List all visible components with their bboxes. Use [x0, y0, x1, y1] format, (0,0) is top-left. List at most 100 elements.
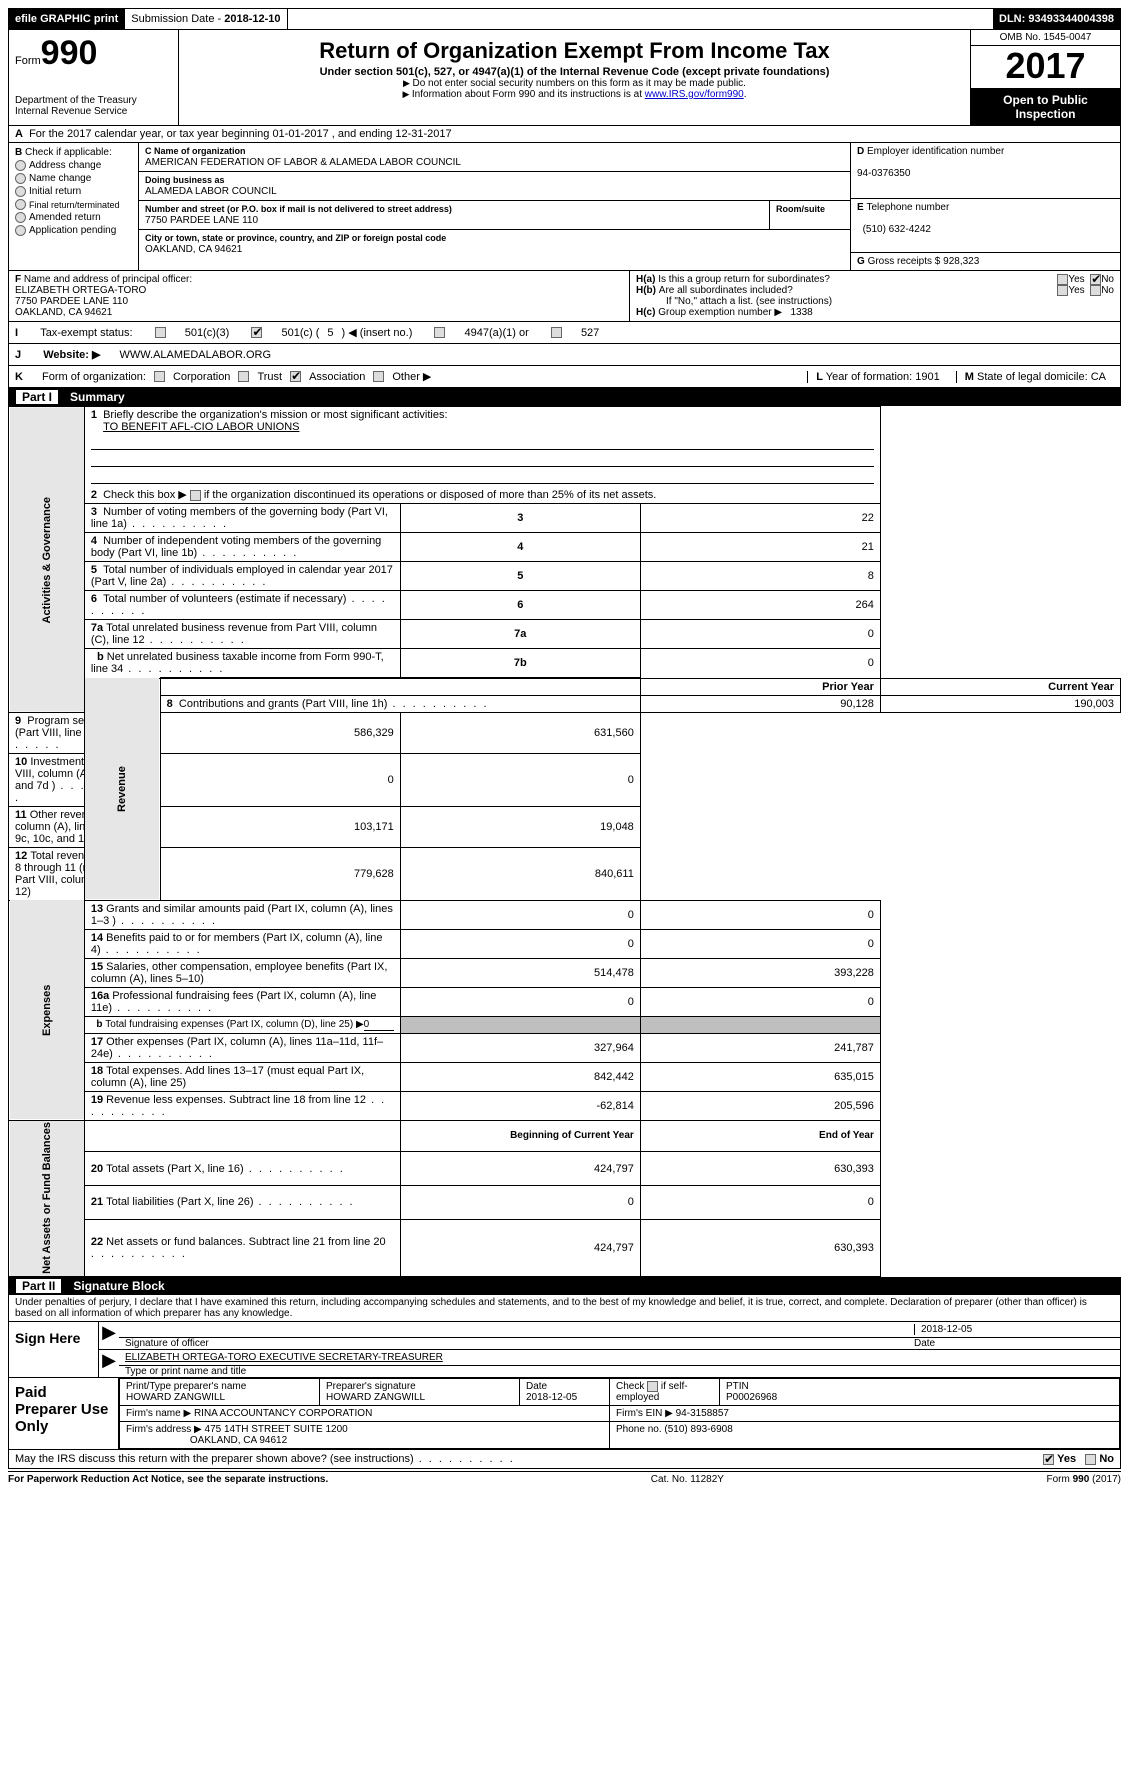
line-9-cy: 631,560 — [400, 712, 640, 753]
irs-form990-link[interactable]: www.IRS.gov/form990 — [645, 89, 744, 100]
line-22-cy: 630,393 — [640, 1219, 880, 1277]
line-4-val: 21 — [640, 533, 880, 562]
initial-return-label: Initial return — [29, 186, 81, 197]
initial-return-radio[interactable] — [15, 186, 26, 197]
ha-yes-checkbox[interactable] — [1057, 274, 1068, 285]
line-16b-val: 0 — [364, 1019, 394, 1031]
name-change-radio[interactable] — [15, 173, 26, 184]
line2-checkbox[interactable] — [190, 490, 201, 501]
yes-label-2: Yes — [1068, 285, 1084, 296]
line-18-py: 842,442 — [400, 1062, 640, 1091]
line-6-text: Total number of volunteers (estimate if … — [91, 593, 387, 617]
form-990-footer: Form 990 (2017) — [1047, 1474, 1121, 1485]
discuss-row: May the IRS discuss this return with the… — [8, 1450, 1121, 1469]
sign-date: 2018-12-05 — [914, 1324, 1114, 1335]
sub-date-value: 2018-12-10 — [224, 13, 280, 25]
exp-section-label: Expenses — [9, 900, 85, 1120]
type-print-label: Type or print name and title — [119, 1366, 1120, 1377]
discuss-question: May the IRS discuss this return with the… — [15, 1453, 1043, 1465]
501c-checkbox[interactable] — [251, 327, 262, 338]
line-2: Check this box ▶ if the organization dis… — [103, 489, 656, 501]
firm-ein-label: Firm's EIN ▶ — [616, 1408, 673, 1419]
prep-sig: HOWARD ZANGWILL — [326, 1392, 425, 1403]
form-number: 990 — [41, 34, 98, 72]
discuss-yes-label: Yes — [1057, 1453, 1076, 1465]
org-name-label: Name of organization — [154, 146, 246, 156]
self-employed-checkbox[interactable] — [647, 1381, 658, 1392]
501c-label-b: ) ◀ (insert no.) — [342, 326, 413, 339]
527-checkbox[interactable] — [551, 327, 562, 338]
prior-year-header: Prior Year — [640, 678, 880, 695]
other-checkbox[interactable] — [373, 371, 384, 382]
4947a1-checkbox[interactable] — [434, 327, 445, 338]
form-title: Return of Organization Exempt From Incom… — [189, 38, 960, 64]
form-header: Form990 Department of the Treasury Inter… — [8, 30, 1121, 126]
officer-addr1: 7750 PARDEE LANE 110 — [15, 296, 128, 307]
officer-typed-name: ELIZABETH ORTEGA-TORO EXECUTIVE SECRETAR… — [119, 1350, 1120, 1366]
part-i-header: Part I Summary — [8, 388, 1121, 406]
year-formation-label: Year of formation: — [826, 371, 912, 383]
part-ii-title: Signature Block — [73, 1279, 164, 1293]
prep-date-label: Date — [526, 1381, 547, 1392]
hb-no-checkbox[interactable] — [1090, 285, 1101, 296]
paid-preparer-label: Paid Preparer Use Only — [9, 1378, 119, 1449]
line-21-py: 0 — [400, 1185, 640, 1219]
prep-sig-label: Preparer's signature — [326, 1381, 416, 1392]
amended-return-radio[interactable] — [15, 212, 26, 223]
sig-of-officer-label: Signature of officer — [125, 1338, 914, 1349]
hc-value: 1338 — [790, 307, 812, 318]
line-8-py: 90,128 — [640, 695, 880, 712]
dln: DLN: 93493344004398 — [993, 9, 1120, 29]
irs-label: Internal Revenue Service — [15, 106, 172, 117]
check-if-applicable: Check if applicable: — [25, 147, 112, 158]
line-20-py: 424,797 — [400, 1152, 640, 1186]
hb-label: Are all subordinates included? — [659, 285, 1058, 296]
corporation-checkbox[interactable] — [154, 371, 165, 382]
dba-value: ALAMEDA LABOR COUNCIL — [145, 186, 277, 197]
ha-label: Is this a group return for subordinates? — [658, 274, 1057, 285]
phone-label: Telephone number — [866, 202, 949, 213]
line-6-num: 6 — [400, 591, 640, 620]
trust-checkbox[interactable] — [238, 371, 249, 382]
net-section-label: Net Assets or Fund Balances — [9, 1120, 85, 1277]
hb-note: If "No," attach a list. (see instruction… — [636, 296, 1114, 307]
name-change-label: Name change — [29, 173, 91, 184]
line-15-cy: 393,228 — [640, 958, 880, 987]
501c-number: 5 — [327, 327, 333, 339]
perjury-statement: Under penalties of perjury, I declare th… — [8, 1295, 1121, 1322]
line-13-py: 0 — [400, 900, 640, 929]
form-org-label: Form of organization: — [42, 371, 146, 383]
address-change-radio[interactable] — [15, 160, 26, 171]
final-return-radio[interactable] — [15, 199, 26, 210]
discuss-yes-checkbox[interactable] — [1043, 1454, 1054, 1465]
discuss-no-checkbox[interactable] — [1085, 1454, 1096, 1465]
line-14-py: 0 — [400, 929, 640, 958]
ha-no-checkbox[interactable] — [1090, 274, 1101, 285]
date-label: Date — [914, 1338, 1114, 1349]
part-ii-header: Part II Signature Block — [8, 1277, 1121, 1295]
firm-phone: (510) 893-6908 — [664, 1424, 732, 1435]
application-pending-radio[interactable] — [15, 225, 26, 236]
line-7a-num: 7a — [400, 620, 640, 649]
dln-value: 93493344004398 — [1028, 13, 1114, 25]
line-3-text: Number of voting members of the governin… — [91, 506, 388, 530]
no-label: No — [1101, 274, 1114, 285]
room-label: Room/suite — [776, 204, 825, 214]
firm-addr: 475 14TH STREET SUITE 1200 — [205, 1424, 348, 1435]
line-3-num: 3 — [400, 504, 640, 533]
line-15-text: Salaries, other compensation, employee b… — [91, 961, 388, 985]
line-3-val: 22 — [640, 504, 880, 533]
website-label: Website: ▶ — [43, 348, 100, 361]
firm-addr-label: Firm's address ▶ — [126, 1424, 202, 1435]
prep-date: 2018-12-05 — [526, 1392, 577, 1403]
form-label: Form — [15, 55, 41, 67]
firm-name-label: Firm's name ▶ — [126, 1408, 191, 1419]
association-checkbox[interactable] — [290, 371, 301, 382]
self-employed-label: Check if self-employed — [616, 1381, 688, 1403]
hb-yes-checkbox[interactable] — [1057, 285, 1068, 296]
501c3-checkbox[interactable] — [155, 327, 166, 338]
open-to-public: Open to Public Inspection — [971, 89, 1120, 125]
line-16b-text: Total fundraising expenses (Part IX, col… — [105, 1019, 363, 1030]
street-value: 7750 PARDEE LANE 110 — [145, 215, 258, 226]
line-i-tax-status: I Tax-exempt status: 501(c)(3) 501(c) (5… — [8, 322, 1121, 344]
